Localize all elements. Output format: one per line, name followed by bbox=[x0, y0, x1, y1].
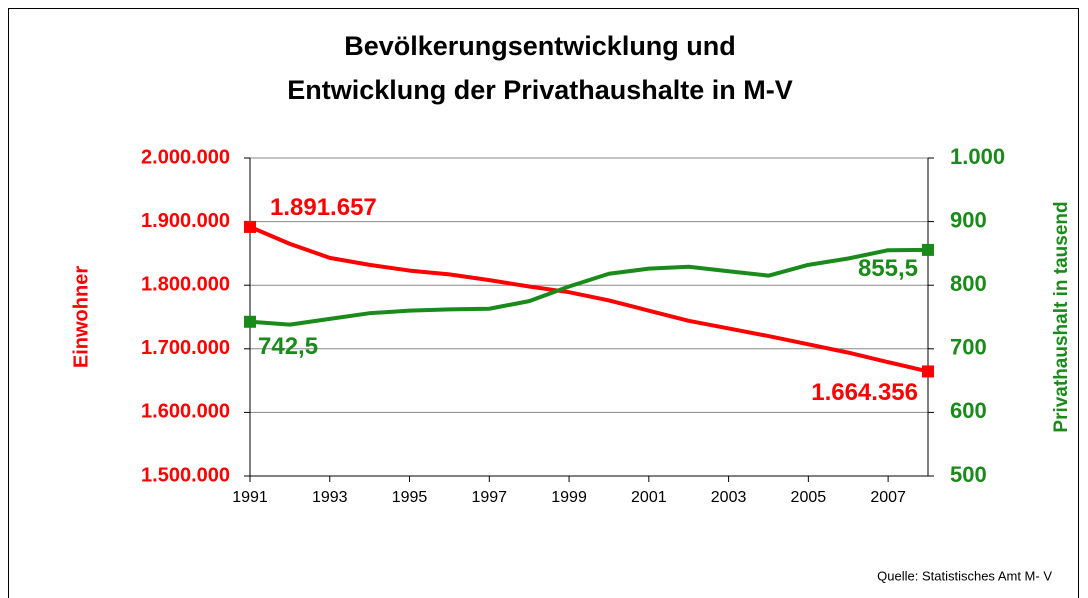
series-line bbox=[249, 225, 929, 374]
x-tick-label: 1999 bbox=[551, 489, 587, 506]
marker bbox=[244, 220, 256, 233]
frame bbox=[8, 8, 1079, 598]
y-axis-label: Einwohner bbox=[70, 266, 92, 368]
y-tick-label: 1.600.000 bbox=[141, 401, 230, 423]
y-tick-label: 1.800.000 bbox=[141, 273, 230, 295]
chart-title: Bevölkerungsentwicklung und bbox=[344, 31, 736, 61]
x-tick-label: 1997 bbox=[471, 489, 507, 506]
y2-axis-label: Privathaushalt in tausend bbox=[1051, 201, 1072, 432]
data-label: 1.664.356 bbox=[811, 379, 918, 406]
marker bbox=[922, 243, 934, 256]
x-tick-label: 1993 bbox=[312, 489, 348, 506]
x-tick-label: 2001 bbox=[631, 489, 667, 506]
x-tick-label: 2003 bbox=[711, 489, 747, 506]
y2-tick-label: 900 bbox=[950, 207, 987, 232]
chart-title: Entwicklung der Privathaushalte in M-V bbox=[287, 75, 793, 105]
data-label: 1.891.657 bbox=[270, 194, 377, 221]
y-tick-label: 1.900.000 bbox=[141, 210, 230, 232]
data-label: 855,5 bbox=[858, 255, 918, 282]
marker bbox=[244, 315, 256, 328]
x-tick-label: 2007 bbox=[870, 489, 906, 506]
x-tick-label: 1991 bbox=[232, 489, 268, 506]
series-line bbox=[249, 247, 929, 327]
y2-tick-label: 1.000 bbox=[950, 144, 1005, 169]
y-tick-label: 1.500.000 bbox=[141, 464, 230, 486]
source-note: Quelle: Statistisches Amt M- V bbox=[877, 568, 1052, 583]
y-tick-label: 2.000.000 bbox=[141, 146, 230, 168]
x-tick-label: 1995 bbox=[392, 489, 428, 506]
y2-tick-label: 800 bbox=[950, 271, 987, 296]
y2-tick-label: 600 bbox=[950, 398, 987, 423]
data-label: 742,5 bbox=[258, 333, 318, 360]
marker bbox=[922, 365, 934, 378]
y-tick-label: 1.700.000 bbox=[141, 337, 230, 359]
y2-tick-label: 500 bbox=[950, 462, 987, 487]
x-tick-label: 2005 bbox=[791, 489, 827, 506]
y2-tick-label: 700 bbox=[950, 335, 987, 360]
